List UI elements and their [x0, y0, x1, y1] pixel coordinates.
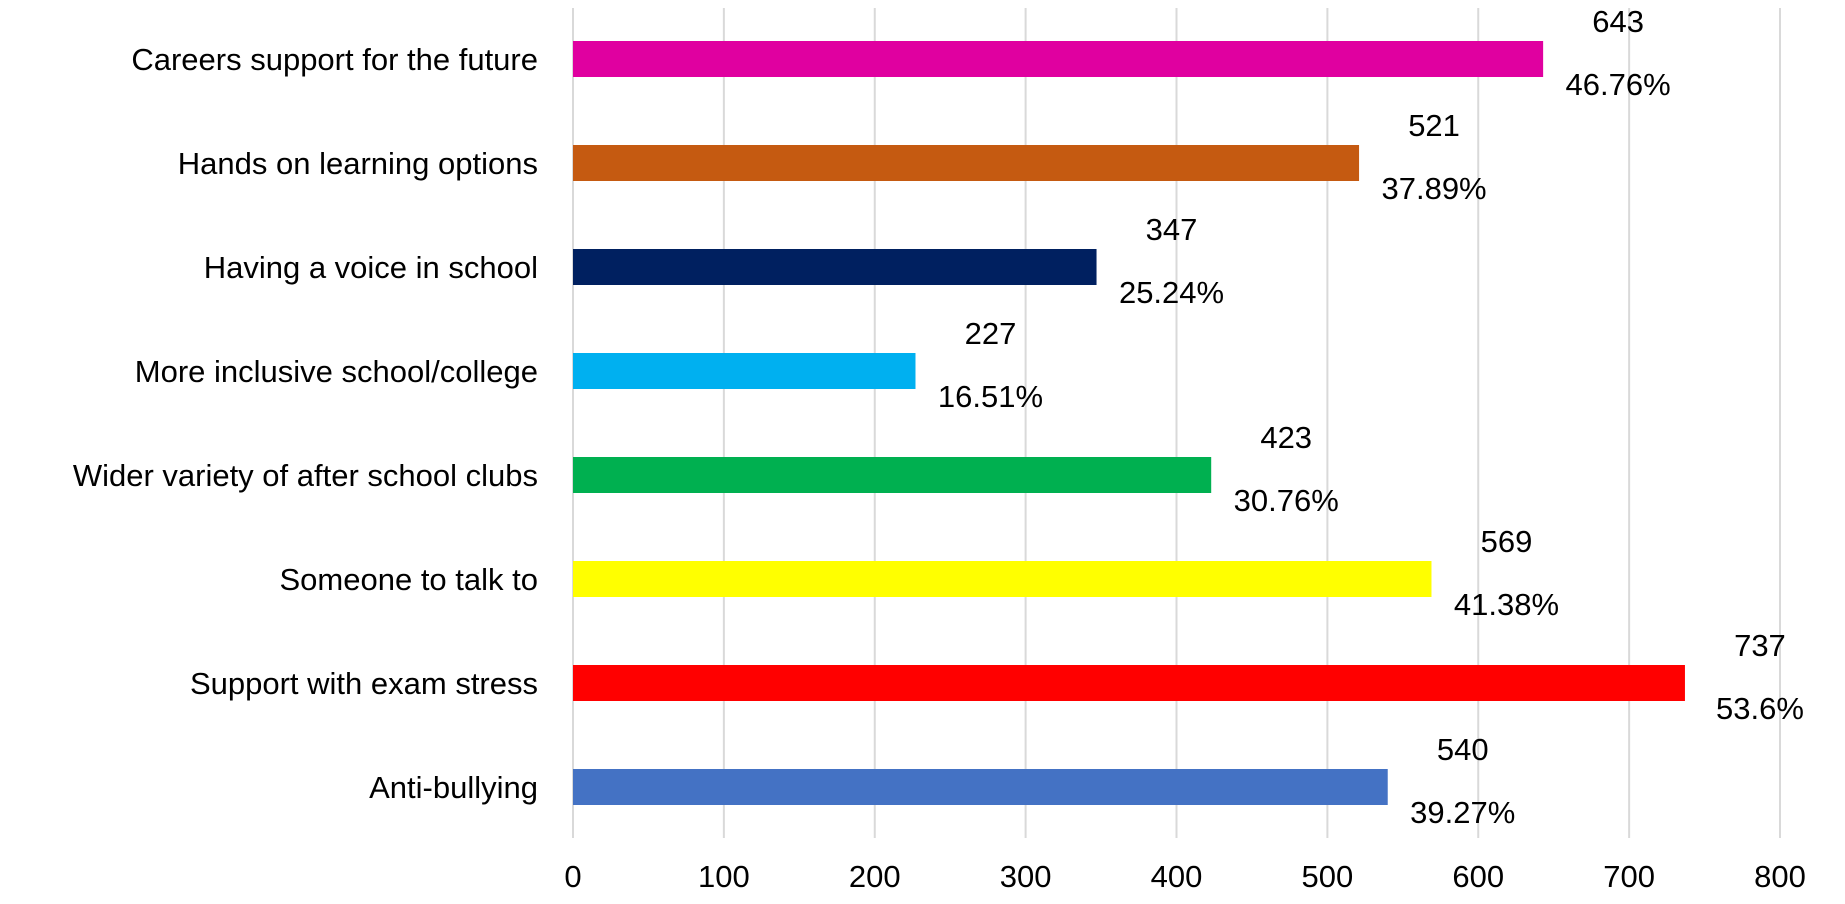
bar-8 — [573, 769, 1388, 805]
percent-label-2: 37.89% — [1381, 171, 1486, 206]
percent-label-8: 39.27% — [1410, 795, 1515, 830]
bar-4 — [573, 353, 916, 389]
x-tick-label-500: 500 — [1302, 859, 1354, 894]
category-label-7: Support with exam stress — [190, 666, 538, 701]
category-label-6: Someone to talk to — [280, 562, 539, 597]
percent-label-7: 53.6% — [1716, 691, 1804, 726]
gridlines — [572, 8, 1781, 838]
value-label-3: 347 — [1146, 212, 1198, 247]
x-tick-label-300: 300 — [1000, 859, 1052, 894]
category-label-8: Anti-bullying — [369, 770, 538, 805]
bar-2 — [573, 145, 1360, 181]
value-label-7: 737 — [1734, 628, 1786, 663]
data-labels: 643 46.76% 521 37.89% 347 25.24% 227 16.51% 423 3… — [938, 4, 1804, 830]
bar-3 — [573, 249, 1097, 285]
value-label-8: 540 — [1437, 732, 1489, 767]
percent-label-1: 46.76% — [1566, 67, 1671, 102]
bar-6 — [573, 561, 1432, 597]
percent-label-3: 25.24% — [1119, 275, 1224, 310]
bars — [573, 41, 1685, 805]
value-label-6: 569 — [1481, 524, 1533, 559]
x-axis-tick-labels: 0 100 200 300 400 500 600 700 800 — [564, 859, 1805, 894]
category-label-2: Hands on learning options — [178, 146, 538, 181]
x-tick-label-200: 200 — [849, 859, 901, 894]
bar-1 — [573, 41, 1544, 77]
x-tick-label-700: 700 — [1603, 859, 1655, 894]
bar-7 — [573, 665, 1685, 701]
category-label-5: Wider variety of after school clubs — [73, 458, 538, 493]
x-tick-label-0: 0 — [564, 859, 581, 894]
percent-label-4: 16.51% — [938, 379, 1043, 414]
x-tick-label-800: 800 — [1754, 859, 1806, 894]
bar-5 — [573, 457, 1212, 493]
category-label-1: Careers support for the future — [131, 42, 538, 77]
category-label-3: Having a voice in school — [204, 250, 538, 285]
x-tick-label-600: 600 — [1452, 859, 1504, 894]
value-label-2: 521 — [1408, 108, 1460, 143]
percent-label-6: 41.38% — [1454, 587, 1559, 622]
x-tick-label-400: 400 — [1151, 859, 1203, 894]
x-tick-label-100: 100 — [698, 859, 750, 894]
value-label-5: 423 — [1260, 420, 1312, 455]
percent-label-5: 30.76% — [1234, 483, 1339, 518]
category-labels: Careers support for the future Hands on l… — [73, 42, 538, 805]
value-label-4: 227 — [965, 316, 1017, 351]
value-label-1: 643 — [1592, 4, 1644, 39]
category-label-4: More inclusive school/college — [135, 354, 538, 389]
